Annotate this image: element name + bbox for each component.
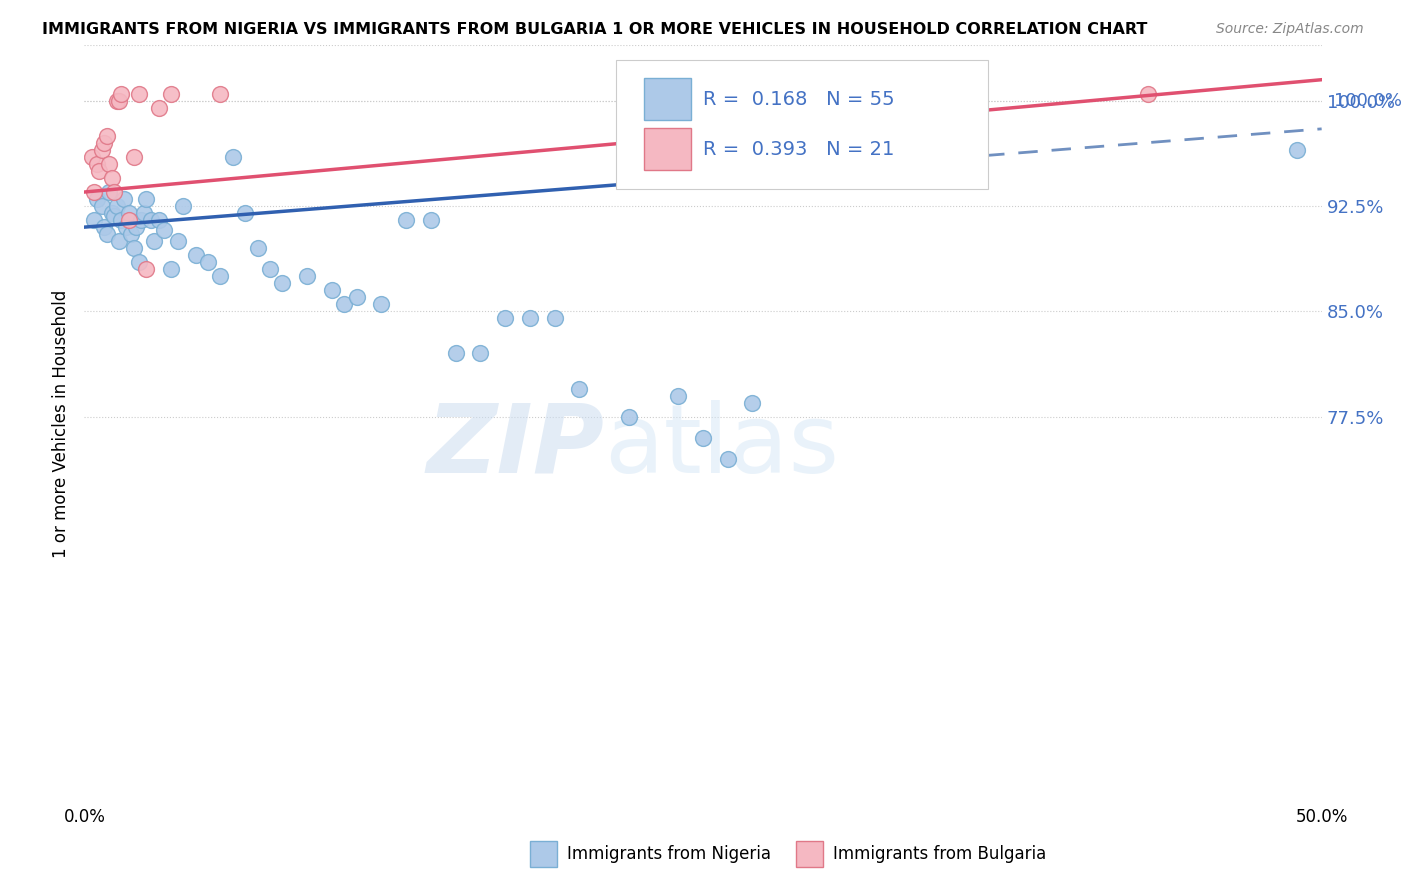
Point: [692, 431, 714, 445]
Point: [108, 234, 131, 248]
Point: [105, 199, 128, 213]
Point: [470, 346, 492, 360]
Point: [494, 311, 516, 326]
Point: [115, 220, 138, 235]
Point: [717, 451, 740, 466]
Point: [271, 277, 294, 291]
Point: [246, 241, 269, 255]
Point: [543, 311, 565, 326]
Bar: [644, 128, 690, 169]
Text: atlas: atlas: [605, 400, 839, 493]
Point: [172, 199, 194, 213]
Point: [103, 185, 125, 199]
Point: [419, 213, 441, 227]
Point: [89, 164, 111, 178]
Point: [128, 255, 150, 269]
Bar: [796, 840, 823, 867]
Text: Source: ZipAtlas.com: Source: ZipAtlas.com: [1216, 22, 1364, 37]
Text: Immigrants from Nigeria: Immigrants from Nigeria: [567, 846, 770, 863]
Point: [93, 220, 115, 235]
Text: R =  0.393   N = 21: R = 0.393 N = 21: [703, 140, 894, 159]
Point: [83, 185, 105, 199]
Point: [125, 220, 148, 235]
Y-axis label: 1 or more Vehicles in Household: 1 or more Vehicles in Household: [52, 290, 70, 558]
Text: ZIP: ZIP: [426, 400, 605, 493]
Point: [233, 206, 256, 220]
Point: [142, 234, 165, 248]
Point: [96, 227, 118, 241]
Point: [346, 290, 368, 304]
Point: [112, 192, 135, 206]
Point: [118, 213, 141, 227]
Point: [333, 297, 356, 311]
Point: [321, 283, 343, 297]
Point: [444, 346, 467, 360]
Point: [167, 234, 190, 248]
Point: [370, 297, 392, 311]
Text: Immigrants from Bulgaria: Immigrants from Bulgaria: [832, 846, 1046, 863]
Point: [197, 255, 219, 269]
Point: [98, 185, 121, 199]
Point: [120, 227, 142, 241]
Text: R =  0.168   N = 55: R = 0.168 N = 55: [703, 90, 894, 109]
Point: [135, 192, 157, 206]
Point: [90, 143, 112, 157]
Bar: [644, 78, 690, 120]
Point: [184, 248, 207, 262]
Point: [100, 171, 122, 186]
Point: [259, 262, 281, 277]
Point: [86, 157, 108, 171]
Point: [222, 150, 245, 164]
Point: [129, 213, 152, 227]
Point: [209, 87, 232, 101]
FancyBboxPatch shape: [616, 60, 987, 189]
Point: [132, 206, 155, 220]
Point: [1285, 143, 1308, 157]
Point: [148, 213, 170, 227]
Point: [152, 223, 174, 237]
Point: [118, 206, 141, 220]
Point: [128, 87, 150, 101]
Bar: [530, 840, 557, 867]
Point: [108, 94, 131, 108]
Point: [80, 150, 103, 164]
Point: [100, 206, 122, 220]
Point: [395, 213, 418, 227]
Point: [90, 199, 112, 213]
Point: [86, 192, 108, 206]
Point: [160, 87, 183, 101]
Point: [160, 262, 183, 277]
Point: [103, 209, 125, 223]
Point: [110, 87, 132, 101]
Point: [295, 269, 318, 284]
Point: [110, 213, 132, 227]
Point: [105, 94, 128, 108]
Point: [135, 262, 157, 277]
Point: [98, 157, 121, 171]
Point: [122, 150, 145, 164]
Point: [568, 382, 591, 396]
Point: [122, 241, 145, 255]
Point: [141, 213, 163, 227]
Point: [1137, 87, 1160, 101]
Point: [83, 213, 105, 227]
Point: [617, 409, 640, 424]
Point: [519, 311, 541, 326]
Point: [666, 389, 689, 403]
Point: [209, 269, 232, 284]
Point: [741, 395, 763, 409]
Point: [148, 101, 170, 115]
Text: 100.0%: 100.0%: [1334, 92, 1402, 110]
Text: IMMIGRANTS FROM NIGERIA VS IMMIGRANTS FROM BULGARIA 1 OR MORE VEHICLES IN HOUSEH: IMMIGRANTS FROM NIGERIA VS IMMIGRANTS FR…: [42, 22, 1147, 37]
Point: [93, 136, 115, 150]
Point: [96, 128, 118, 143]
